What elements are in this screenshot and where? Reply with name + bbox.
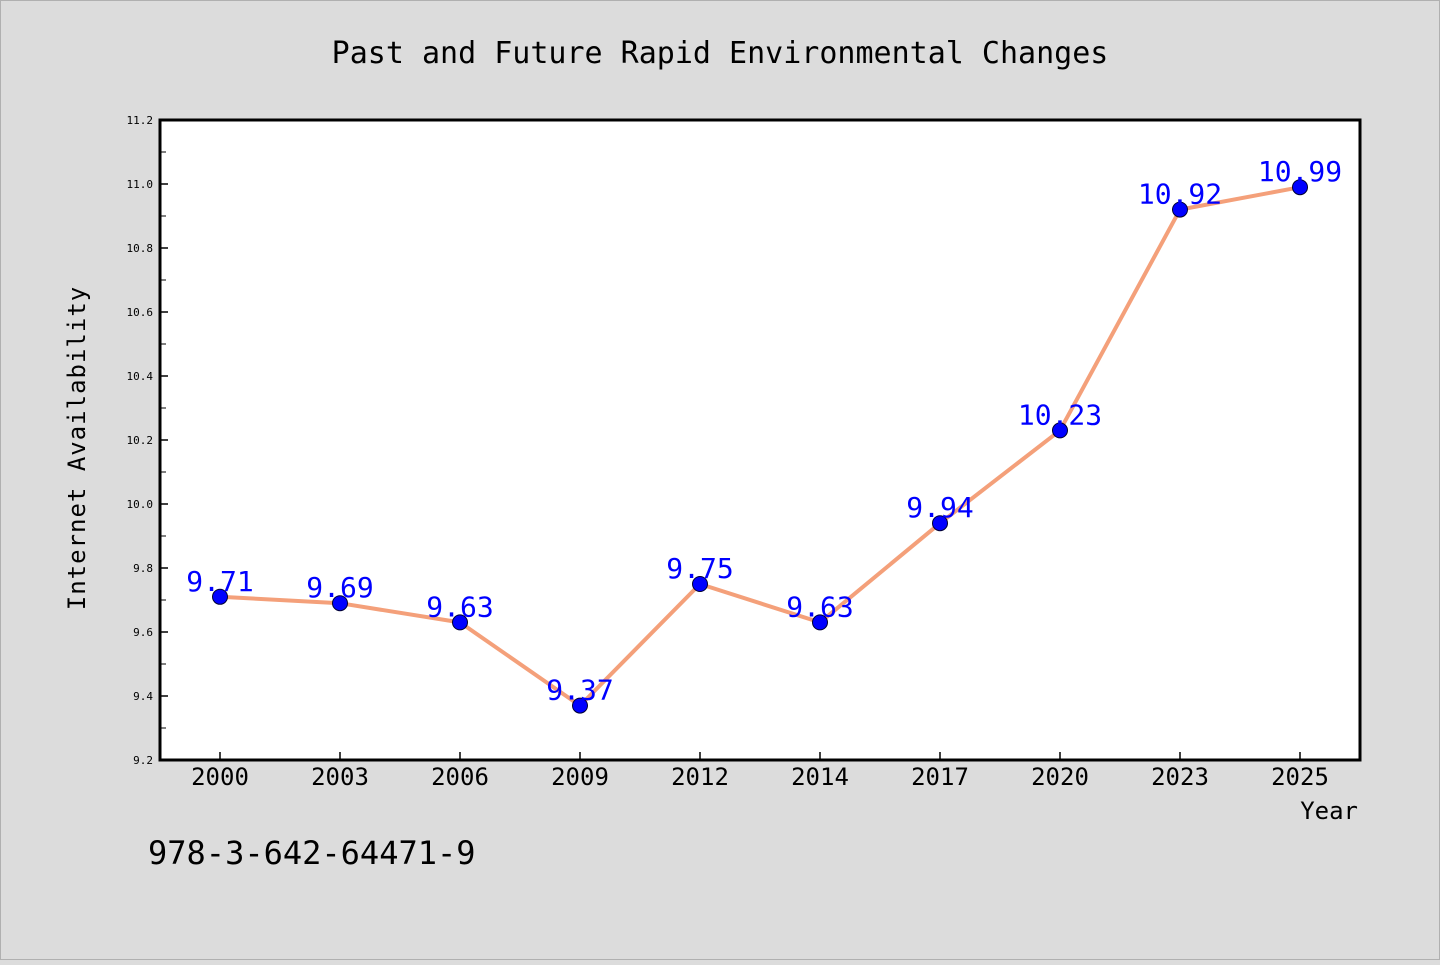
data-point-marker [1292, 179, 1308, 196]
data-point-label: 9.75 [666, 552, 733, 585]
x-tick-label: 2003 [311, 763, 369, 791]
data-point-marker [212, 588, 228, 605]
plot-area [160, 120, 1360, 760]
x-tick-label: 2025 [1271, 763, 1329, 791]
data-point-marker [812, 614, 828, 631]
annotation-text: 978-3-642-64471-9 [148, 834, 476, 872]
data-point-marker [692, 576, 708, 592]
data-point-marker [332, 595, 348, 612]
x-tick-label: 2012 [671, 763, 729, 791]
x-tick-label: 2006 [431, 763, 489, 791]
plot-frame [158, 118, 1362, 762]
data-point-label: 9.94 [906, 491, 973, 524]
y-tick-label: 10.2 [127, 434, 154, 447]
data-point-marker [932, 515, 948, 532]
data-point-label: 9.69 [306, 571, 373, 604]
data-point-marker [1172, 201, 1188, 218]
x-tick-label: 2009 [551, 763, 609, 791]
y-tick-label: 10.6 [127, 306, 154, 319]
chart-title: Past and Future Rapid Environmental Chan… [332, 36, 1109, 71]
data-point-label: 10.92 [1138, 178, 1222, 211]
x-tick-label: 2020 [1031, 763, 1089, 791]
y-tick-label: 10.4 [127, 370, 154, 383]
y-axis: 9.2 9.4 9.6 9.8 10.0 10.2 10.4 10.6 10.8 11.0 11.2 [127, 114, 168, 767]
y-tick-label: 9.4 [133, 690, 153, 703]
data-point-label: 9.63 [786, 590, 853, 623]
data-point-label: 9.63 [426, 590, 493, 623]
data-point-marker [452, 614, 468, 631]
x-tick-label: 2023 [1151, 763, 1209, 791]
data-point-label: 10.99 [1258, 155, 1342, 188]
y-tick-label: 11.0 [127, 178, 154, 191]
y-tick-label: 9.6 [133, 626, 153, 639]
x-tick-label: 2000 [191, 763, 249, 791]
data-point-label: 10.23 [1018, 398, 1102, 431]
data-point-marker [1052, 422, 1068, 439]
data-point-marker [572, 697, 588, 714]
y-tick-label: 10.0 [127, 498, 154, 511]
x-axis-label: Year [1300, 797, 1358, 825]
y-tick-label: 9.8 [133, 562, 153, 575]
x-tick-label: 2017 [911, 763, 969, 791]
x-axis: 2000 2003 2006 2009 2012 2014 2017 2020 2023 2025 [191, 752, 1329, 791]
series-line [218, 185, 1302, 708]
y-tick-label: 10.8 [127, 242, 154, 255]
y-tick-label: 9.2 [133, 754, 153, 767]
x-tick-label: 2014 [791, 763, 849, 791]
data-point-label: 9.37 [546, 674, 613, 707]
y-axis-label: Internet Availability [63, 286, 91, 610]
series-group: 9.71 9.69 9.63 9.37 9.75 9.63 9.94 10.23 10.92 10… [186, 155, 1342, 714]
data-point-label: 9.71 [186, 565, 253, 598]
y-tick-label: 11.2 [127, 114, 154, 127]
